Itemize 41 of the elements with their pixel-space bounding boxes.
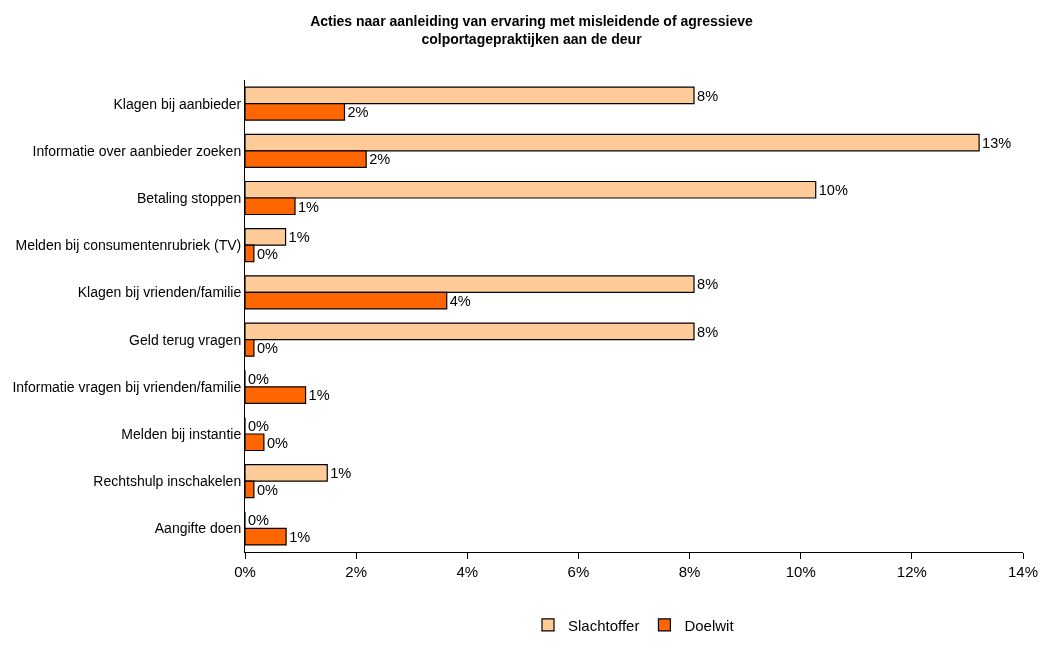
y-tick-label: Informatie vragen bij vrienden/familie <box>12 378 242 395</box>
y-tick-label: Geld terug vragen <box>129 331 242 348</box>
x-tick-label: 6% <box>567 563 590 580</box>
data-label: 1% <box>298 198 320 215</box>
data-label: 1% <box>330 465 352 482</box>
data-label: 0% <box>256 340 278 357</box>
data-label: 0% <box>248 370 270 387</box>
data-label: 1% <box>308 387 330 404</box>
y-tick-label: Informatie over aanbieder zoeken <box>32 142 242 159</box>
y-tick-label: Betaling stoppen <box>136 189 242 206</box>
data-label: 2% <box>347 104 369 121</box>
data-label: 8% <box>697 87 719 104</box>
data-label: 4% <box>449 293 471 309</box>
data-label: 10% <box>818 182 848 199</box>
x-tick-label: 8% <box>678 563 701 580</box>
chart-title: Acties naar aanleiding van ervaring met misleidende of agressieve colportagepraktijken aan de deur <box>310 13 754 48</box>
y-tick-label: Aangifte doen <box>154 520 242 537</box>
data-label: 13% <box>982 134 1012 151</box>
data-label: 8% <box>697 323 719 340</box>
data-label: 1% <box>288 229 310 246</box>
legend-label: Doelwit <box>684 616 735 634</box>
x-tick-label: 14% <box>1007 563 1039 580</box>
data-label: 2% <box>369 151 391 168</box>
x-tick-label: 12% <box>896 563 927 580</box>
data-label: 0% <box>266 434 288 451</box>
y-tick-label: Melden bij instantie <box>121 425 242 442</box>
data-label: 0% <box>248 418 270 435</box>
x-tick-label: 10% <box>785 563 816 580</box>
data-label: 8% <box>697 276 719 293</box>
x-tick-label: 2% <box>345 563 367 580</box>
data-label: 0% <box>248 512 270 529</box>
legend-label: Slachtoffer <box>568 616 640 634</box>
y-tick-label: Rechtshulp inschakelen <box>93 473 242 490</box>
x-tick-label: 4% <box>456 563 479 580</box>
y-tick-label: Klagen bij vrienden/familie <box>77 284 242 301</box>
data-label: 0% <box>256 245 278 262</box>
y-tick-label: Melden bij consumentenrubriek (TV) <box>15 237 242 254</box>
data-label: 0% <box>256 481 278 498</box>
x-tick-label: 0% <box>234 563 256 580</box>
data-label: 1% <box>289 529 311 545</box>
y-tick-label: Klagen bij aanbieder <box>113 95 242 112</box>
